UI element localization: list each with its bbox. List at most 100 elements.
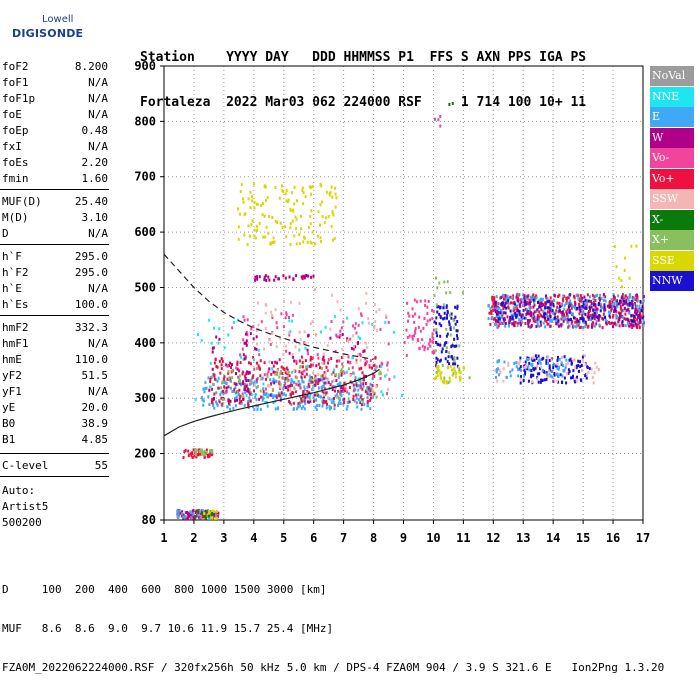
echo-point — [446, 313, 449, 317]
echo-point — [593, 295, 596, 299]
echo-point — [561, 322, 564, 326]
echo-point — [248, 396, 251, 400]
echo-point — [511, 315, 514, 319]
x-tick-label: 9 — [400, 531, 407, 545]
echo-point — [495, 295, 498, 299]
echo-point — [494, 308, 497, 312]
echo-point — [362, 400, 365, 404]
echo-point — [614, 299, 617, 303]
echo-point — [211, 387, 213, 391]
echo-point — [538, 302, 541, 306]
echo-point — [638, 313, 641, 317]
echo-point — [238, 401, 241, 405]
echo-point — [245, 343, 248, 347]
echo-point — [183, 515, 186, 519]
echo-point — [280, 391, 283, 395]
legend-entry: Vo+ — [650, 168, 694, 189]
echo-point — [584, 325, 587, 329]
echo-point — [256, 361, 258, 365]
echo-point — [576, 317, 579, 321]
echo-point — [636, 298, 639, 302]
echo-point — [335, 196, 338, 200]
echo-point — [545, 294, 547, 298]
echo-point — [517, 299, 519, 303]
echo-point — [601, 326, 604, 330]
echo-point — [440, 350, 443, 354]
echo-point — [256, 202, 259, 206]
echo-point — [523, 304, 526, 308]
echo-point — [455, 344, 458, 348]
echo-point — [305, 367, 308, 371]
echo-point — [352, 394, 355, 398]
echo-point — [571, 304, 574, 308]
echo-point — [238, 374, 241, 378]
echo-point — [419, 329, 422, 333]
echo-point — [294, 215, 297, 219]
echo-point — [431, 350, 434, 354]
echo-point — [459, 378, 462, 382]
echo-point — [213, 513, 216, 517]
echo-point — [432, 310, 435, 314]
echo-point — [292, 355, 295, 359]
echo-point — [503, 318, 506, 322]
echo-point — [592, 314, 595, 318]
echo-point — [239, 190, 242, 193]
echo-point — [256, 277, 259, 281]
echo-point — [588, 367, 591, 371]
echo-point — [330, 185, 333, 189]
echo-point — [552, 302, 555, 306]
echo-point — [258, 222, 261, 225]
echo-point — [216, 379, 219, 383]
echo-point — [462, 365, 465, 369]
echo-point — [312, 371, 314, 375]
echo-point — [638, 325, 641, 329]
echo-point — [356, 342, 359, 346]
echo-point — [272, 401, 275, 405]
echo-point — [634, 316, 637, 320]
echo-point — [519, 356, 522, 360]
echo-point — [287, 370, 290, 374]
echo-point — [378, 372, 381, 376]
echo-point — [535, 294, 538, 298]
echo-point — [261, 377, 264, 381]
echo-point — [535, 357, 538, 360]
echo-point — [187, 454, 190, 458]
echo-point — [260, 395, 263, 399]
echo-point — [256, 275, 259, 279]
echo-point — [182, 456, 185, 459]
echo-point — [333, 397, 335, 400]
echo-point — [254, 393, 257, 396]
echo-point — [201, 509, 204, 512]
param-name: foF1 — [2, 76, 29, 89]
echo-point — [321, 366, 323, 370]
echo-point — [237, 207, 239, 211]
echo-point — [545, 372, 548, 376]
echo-point — [545, 359, 548, 363]
echo-point — [247, 399, 250, 403]
echo-point — [336, 335, 339, 339]
echo-point — [366, 404, 369, 408]
echo-point — [214, 517, 217, 520]
echo-point — [267, 231, 270, 235]
echo-point — [264, 393, 267, 397]
legend-entry: Vo- — [650, 148, 694, 168]
echo-point — [191, 511, 194, 515]
echo-point — [633, 317, 635, 321]
echo-point — [205, 512, 208, 516]
echo-point — [242, 197, 245, 201]
echo-point — [355, 361, 358, 365]
echo-point — [330, 372, 333, 376]
echo-point — [435, 328, 438, 331]
echo-point — [338, 359, 341, 363]
echo-point — [359, 395, 362, 399]
echo-point — [210, 513, 213, 517]
echo-point — [491, 295, 494, 299]
echo-point — [626, 317, 629, 321]
echo-point — [558, 309, 561, 313]
echo-point — [321, 396, 324, 400]
echo-point — [502, 317, 505, 321]
echo-point — [627, 304, 630, 308]
echo-point — [512, 318, 515, 322]
param-value: 332.3 — [74, 321, 108, 334]
echo-point — [488, 311, 491, 315]
